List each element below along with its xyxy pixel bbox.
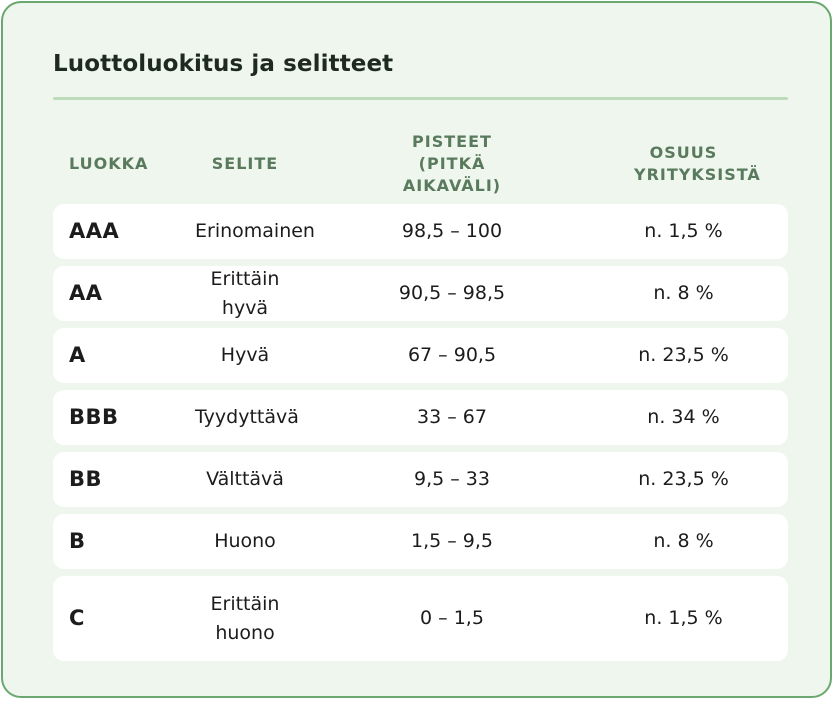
- rating-class: BBB: [69, 405, 119, 429]
- table-row: AA Erittäin hyvä 90,5 – 98,5 n. 8 %: [53, 266, 788, 321]
- table-body: AAA Erinomainen 98,5 – 100 n. 1,5 % AA E…: [53, 204, 788, 661]
- column-header-points: PISTEET (PITKÄ AIKAVÄLI): [402, 132, 502, 195]
- rating-share: n. 1,5 %: [644, 220, 723, 242]
- rating-table: LUOKKA SELITE PISTEET (PITKÄ AIKAVÄLI) O…: [53, 132, 788, 668]
- table-row: A Hyvä 67 – 90,5 n. 23,5 %: [53, 328, 788, 383]
- rating-class: BB: [69, 467, 103, 491]
- rating-share: n. 8 %: [653, 282, 714, 304]
- rating-points: 0 – 1,5: [420, 607, 484, 629]
- column-header-share: OSUUS YRITYKSISTÄ: [634, 143, 761, 184]
- rating-share: n. 34 %: [647, 406, 720, 428]
- title-divider: [53, 97, 788, 100]
- rating-class: C: [69, 606, 85, 630]
- card-title: Luottoluokitus ja selitteet: [53, 51, 394, 77]
- rating-class: AA: [69, 281, 103, 305]
- rating-share: n. 8 %: [653, 530, 714, 552]
- rating-points: 98,5 – 100: [401, 220, 503, 242]
- rating-description: Hyvä: [220, 344, 270, 366]
- table-row: B Huono 1,5 – 9,5 n. 8 %: [53, 514, 788, 569]
- rating-description: Huono: [214, 530, 276, 552]
- column-header-description: SELITE: [211, 154, 279, 173]
- rating-description: Erittäin hyvä: [210, 267, 280, 319]
- rating-class: A: [69, 343, 86, 367]
- rating-points: 90,5 – 98,5: [398, 282, 506, 304]
- table-header: LUOKKA SELITE PISTEET (PITKÄ AIKAVÄLI) O…: [53, 132, 788, 195]
- rating-description: Erinomainen: [195, 220, 315, 242]
- table-row: C Erittäin huono 0 – 1,5 n. 1,5 %: [53, 576, 788, 661]
- rating-points: 1,5 – 9,5: [410, 530, 493, 552]
- rating-description: Erittäin huono: [210, 592, 280, 644]
- rating-share: n. 23,5 %: [638, 344, 729, 366]
- rating-share: n. 1,5 %: [644, 607, 723, 629]
- rating-description: Tyydyttävä: [195, 406, 299, 428]
- table-row: AAA Erinomainen 98,5 – 100 n. 1,5 %: [53, 204, 788, 259]
- rating-points: 33 – 67: [417, 406, 487, 428]
- rating-description: Välttävä: [206, 468, 284, 490]
- rating-share: n. 23,5 %: [638, 468, 729, 490]
- column-header-class: LUOKKA: [69, 154, 149, 173]
- table-row: BB Välttävä 9,5 – 33 n. 23,5 %: [53, 452, 788, 507]
- rating-class: AAA: [69, 219, 120, 243]
- rating-class: B: [69, 529, 86, 553]
- rating-points: 67 – 90,5: [407, 344, 497, 366]
- table-row: BBB Tyydyttävä 33 – 67 n. 34 %: [53, 390, 788, 445]
- rating-points: 9,5 – 33: [414, 468, 490, 490]
